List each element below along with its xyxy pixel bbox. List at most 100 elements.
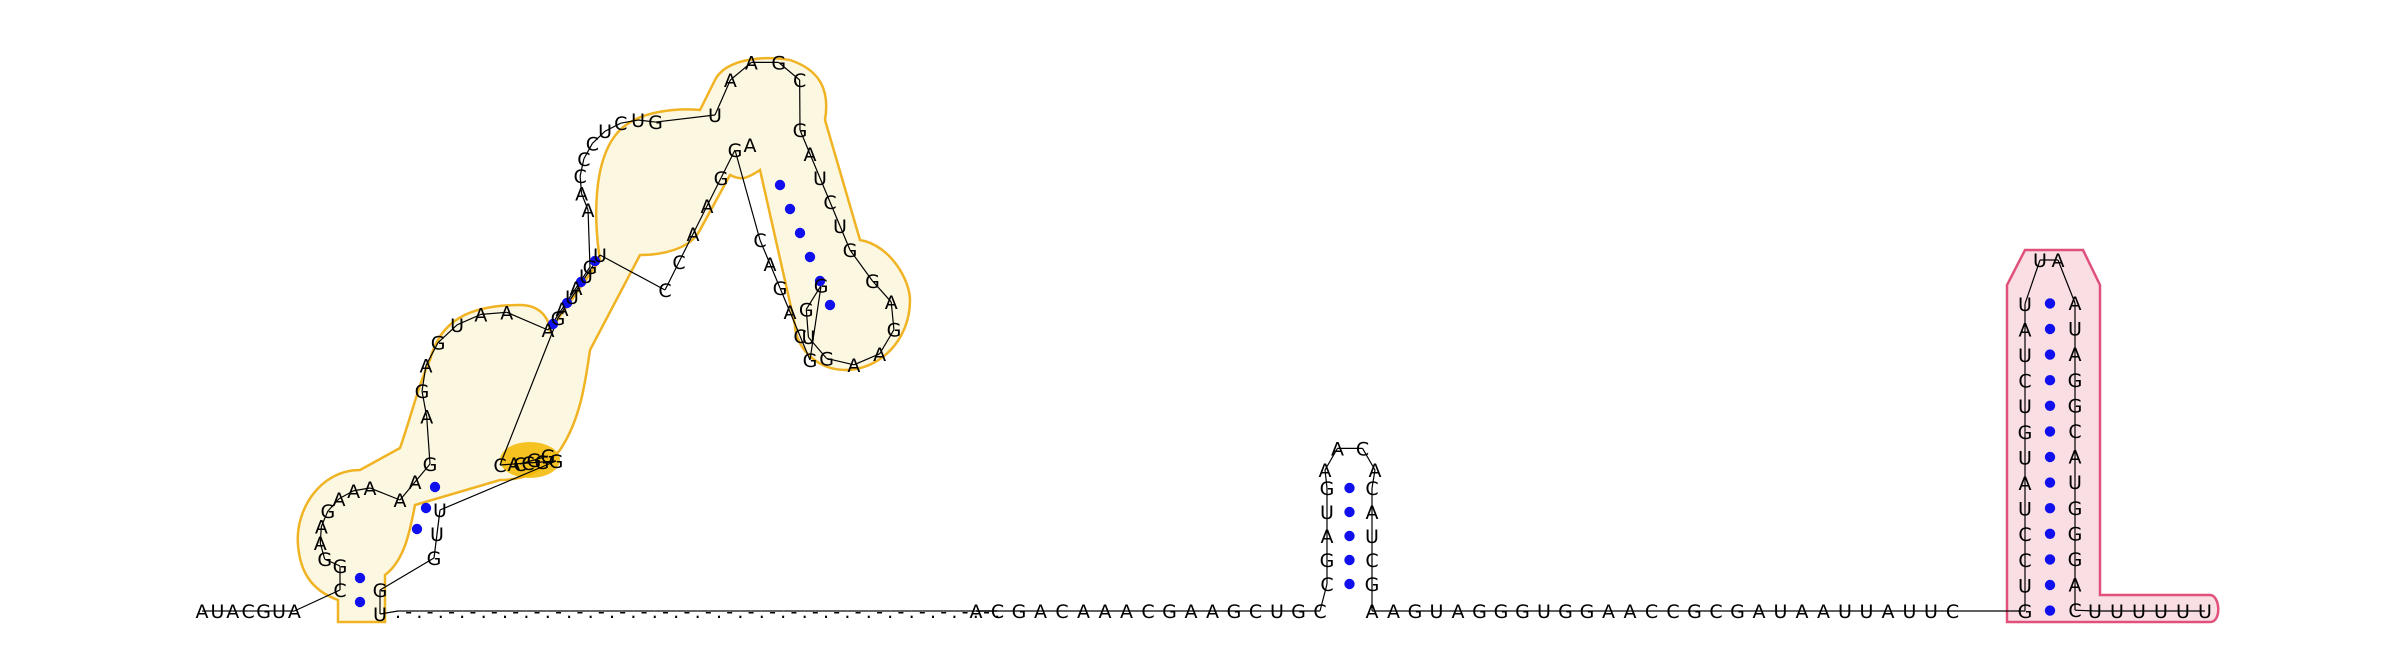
- leader-nucleotide: A: [288, 601, 301, 623]
- region1-backbone: [439, 460, 557, 511]
- tail-backbone: [2074, 609, 2096, 612]
- region1-highlight-nucleotide-backbone: [533, 455, 549, 461]
- region1-nucleotide-backbone: [819, 177, 831, 203]
- region1-backbone: [849, 249, 873, 282]
- gap-character: -: [855, 601, 862, 623]
- hairpin-backbone: [1319, 583, 1328, 612]
- region1-nucleotide: A: [724, 70, 737, 92]
- region1-nucleotide-backbone: [872, 280, 892, 303]
- region1-backbone: [506, 311, 549, 331]
- region2-nucleotide: A: [2069, 344, 2082, 366]
- region1-nucleotide: G: [819, 348, 834, 370]
- region2-pair-dot: [2044, 605, 2056, 616]
- linker2-nucleotide: G: [1558, 601, 1573, 623]
- region1-nucleotide: G: [793, 120, 808, 142]
- gap-character: -: [662, 601, 669, 623]
- region1-nucleotide: C: [586, 133, 599, 155]
- gap-character: .: [716, 601, 722, 623]
- region1-outline: [296, 56, 912, 624]
- region2-nucleotide: A: [2052, 250, 2065, 272]
- linker2-nucleotide: G: [1472, 601, 1487, 623]
- linker2-nucleotide: G: [1730, 601, 1745, 623]
- gap-character: .: [588, 601, 594, 623]
- region2-nucleotide: U: [2033, 250, 2047, 272]
- region1-nucleotide: A: [315, 516, 328, 538]
- leader-nucleotide: A: [196, 601, 209, 623]
- region1-nucleotide: A: [804, 144, 817, 166]
- linker2-nucleotide: U: [1903, 601, 1917, 623]
- region1-nucleotide: A: [745, 52, 758, 74]
- hairpin-nucleotide: U: [1365, 526, 1379, 548]
- linker2-nucleotide: A: [1602, 601, 1615, 623]
- region1-pair-dot: [429, 481, 441, 493]
- region1-nucleotide: C: [658, 280, 671, 302]
- hairpin-pair-dot: [1344, 482, 1355, 494]
- gap-character: .: [930, 601, 936, 623]
- region1-highlight-nucleotide: G: [541, 446, 556, 468]
- region1-nucleotide: C: [573, 166, 586, 188]
- region2-outline: [2005, 248, 2220, 624]
- region1-nucleotide-backbone: [541, 460, 557, 463]
- gap-character: -: [469, 601, 476, 623]
- region1-nucleotide-backbone: [320, 510, 329, 527]
- region2-nucleotide: U: [2068, 319, 2082, 341]
- region1-nucleotide: U: [565, 287, 579, 309]
- linker1-nucleotide: U: [1270, 601, 1284, 623]
- linker1-nucleotide: G: [1227, 601, 1242, 623]
- region1-highlight-layer: [296, 56, 2220, 624]
- region1-pair-dot: [354, 572, 366, 584]
- region1-nucleotide: A: [500, 302, 513, 324]
- gap-character: -: [641, 601, 648, 623]
- region1-pair-dot: [794, 227, 806, 239]
- region1-nucleotide: G: [865, 271, 880, 293]
- region1-nucleotide-backbone: [581, 193, 589, 211]
- region1-nucleotide: G: [799, 299, 814, 321]
- region1-nucleotide: C: [672, 252, 685, 274]
- hairpin-nucleotide: C: [1365, 478, 1378, 500]
- region1-nucleotide-backbone: [456, 313, 482, 326]
- gap-character: .: [994, 601, 1000, 623]
- region2-nucleotide: A: [2069, 293, 2082, 315]
- gap-character: -: [748, 601, 755, 623]
- leader-nucleotide: U: [210, 601, 224, 623]
- region1-pair-dot: [411, 523, 423, 535]
- gap-character: -: [790, 601, 797, 623]
- hairpin-nucleotide: G: [1365, 574, 1380, 596]
- region1-nucleotide: A: [701, 196, 714, 218]
- linker2-nucleotide: C: [1645, 601, 1658, 623]
- gap-character: -: [576, 601, 583, 623]
- region1-nucleotide: A: [556, 299, 569, 321]
- region1-nucleotide: A: [508, 454, 521, 476]
- region1-nucleotide: G: [773, 278, 788, 300]
- region1-nucleotide: A: [347, 481, 360, 503]
- region1-nucleotide-backbone: [805, 285, 822, 310]
- gap-character: -: [619, 601, 626, 623]
- region1-nucleotide-backbone: [425, 342, 439, 366]
- region1-pair-dot: [575, 276, 587, 288]
- region1-nucleotide: U: [708, 105, 722, 127]
- region1-nucleotide: C: [793, 70, 806, 92]
- linker1-nucleotide: A: [1185, 601, 1198, 623]
- region1-nucleotide-backbone: [759, 239, 771, 265]
- gap-character: .: [823, 601, 829, 623]
- region1-nucleotide-backbone: [319, 542, 326, 560]
- region1-nucleotide-backbone: [604, 122, 621, 132]
- region1-nucleotide: A: [687, 224, 700, 246]
- region2-nucleotide: A: [2069, 575, 2082, 597]
- region1-nucleotide: G: [415, 381, 430, 403]
- region1-nucleotide: U: [373, 604, 387, 626]
- region1-backbone: [599, 254, 666, 291]
- region2-nucleotide: A: [2069, 447, 2082, 469]
- region1-nucleotide-backbone: [637, 119, 656, 123]
- region2-nucleotide: U: [2018, 447, 2032, 469]
- gap-character: .: [673, 601, 679, 623]
- region1-backbone: [369, 487, 401, 501]
- linker2-nucleotide: A: [1753, 601, 1766, 623]
- region1-nucleotide-backbone: [809, 153, 821, 179]
- region2-nucleotide: U: [2018, 294, 2032, 316]
- region1-nucleotide: C: [793, 326, 806, 348]
- gap-character: -: [705, 601, 712, 623]
- linker1-nucleotide: C: [1141, 601, 1154, 623]
- gap-character: .: [523, 601, 529, 623]
- hairpin-pair-dot: [1344, 530, 1355, 542]
